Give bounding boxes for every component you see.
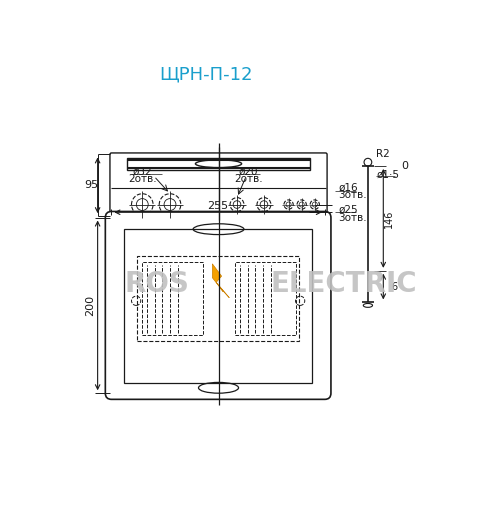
- Text: 146: 146: [384, 209, 394, 227]
- Bar: [137, 256, 300, 341]
- Text: ø32: ø32: [132, 167, 152, 176]
- Text: 255: 255: [208, 201, 229, 211]
- Text: ø16: ø16: [338, 182, 358, 193]
- Text: ø25: ø25: [338, 205, 358, 215]
- Text: 2отв.: 2отв.: [234, 174, 263, 184]
- Bar: [234, 262, 296, 335]
- Text: 0: 0: [401, 161, 408, 171]
- Text: ELECTRIC: ELECTRIC: [270, 270, 416, 298]
- FancyBboxPatch shape: [110, 153, 327, 218]
- Text: ø20: ø20: [239, 167, 258, 176]
- Text: ЩРН-П-12: ЩРН-П-12: [160, 65, 253, 83]
- Bar: [124, 229, 312, 383]
- Text: R2: R2: [376, 150, 390, 159]
- Text: 95: 95: [84, 180, 98, 190]
- Bar: [127, 157, 310, 170]
- Text: 6: 6: [392, 282, 398, 292]
- Text: 2отв.: 2отв.: [128, 174, 156, 184]
- Text: 200: 200: [85, 295, 95, 316]
- FancyBboxPatch shape: [106, 212, 331, 400]
- Text: ø1·5: ø1·5: [376, 170, 400, 179]
- Polygon shape: [212, 264, 230, 298]
- Text: ROS: ROS: [124, 270, 190, 298]
- Text: 3отв.: 3отв.: [338, 190, 368, 200]
- Bar: [142, 262, 203, 335]
- Text: 3отв.: 3отв.: [338, 213, 368, 223]
